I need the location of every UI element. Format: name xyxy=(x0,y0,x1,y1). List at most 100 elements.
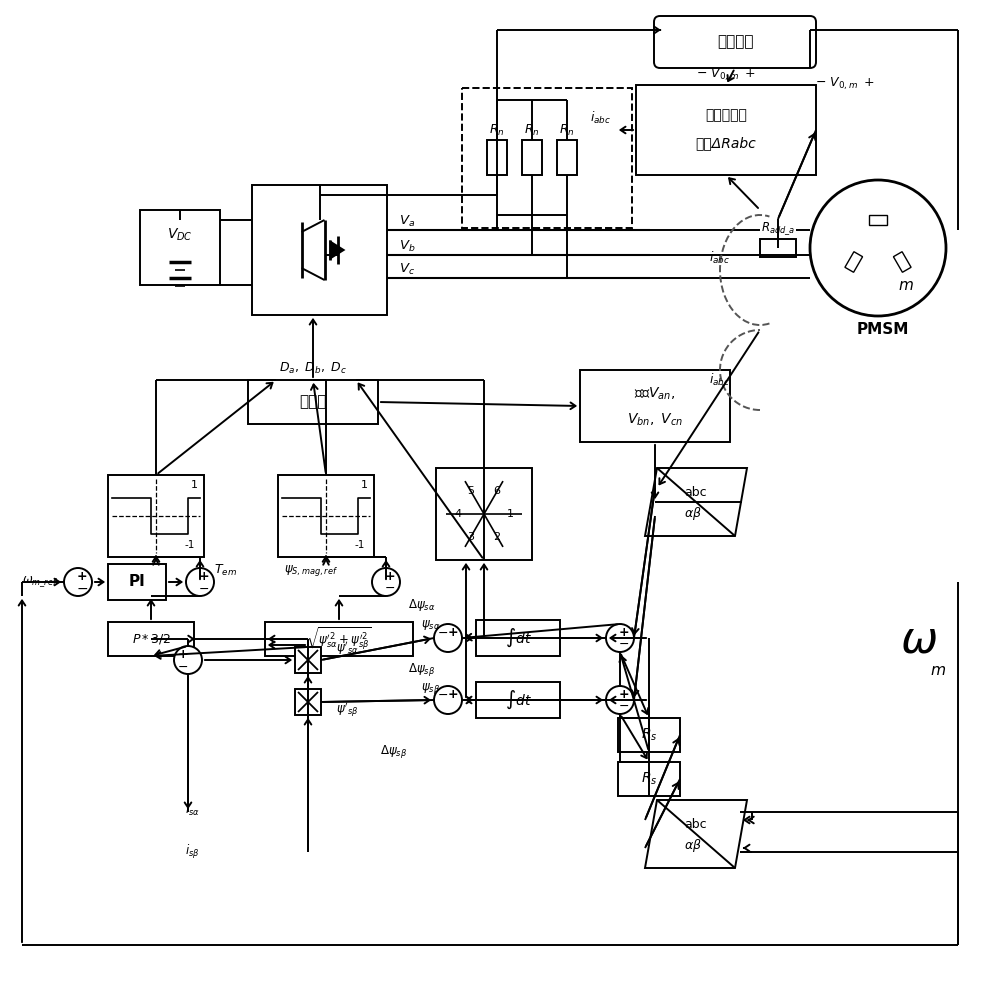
Text: $T_{em}$: $T_{em}$ xyxy=(214,563,237,578)
Text: $\psi_{S,mag,ref}$: $\psi_{S,mag,ref}$ xyxy=(284,563,338,578)
Text: $V_{DC}$: $V_{DC}$ xyxy=(167,227,193,244)
Text: $V_c$: $V_c$ xyxy=(399,261,415,276)
Text: $_{m}$: $_{m}$ xyxy=(930,658,946,678)
Text: $\alpha\beta$: $\alpha\beta$ xyxy=(684,837,702,854)
Circle shape xyxy=(606,686,634,714)
Text: $i_{abc}$: $i_{abc}$ xyxy=(709,372,730,388)
Text: 1: 1 xyxy=(190,480,198,490)
Bar xyxy=(295,689,321,715)
Text: $V_{bn},\ V_{cn}$: $V_{bn},\ V_{cn}$ xyxy=(627,412,683,428)
Text: −: − xyxy=(619,700,629,713)
Bar xyxy=(476,620,560,656)
Bar xyxy=(522,140,542,175)
Text: 3: 3 xyxy=(468,532,475,542)
Text: 开关表: 开关表 xyxy=(299,394,327,409)
Text: 1: 1 xyxy=(507,509,514,519)
Text: abc: abc xyxy=(685,817,707,830)
Text: $P*3/2$: $P*3/2$ xyxy=(132,632,170,646)
Text: $\Delta\psi_{s\alpha}$: $\Delta\psi_{s\alpha}$ xyxy=(408,597,435,613)
Text: +: + xyxy=(199,571,209,584)
Bar xyxy=(108,622,194,656)
Bar xyxy=(265,622,413,656)
Text: $\int dt$: $\int dt$ xyxy=(505,627,531,649)
Polygon shape xyxy=(645,800,747,868)
Text: −: − xyxy=(619,638,629,651)
Polygon shape xyxy=(330,240,346,260)
Text: PI: PI xyxy=(129,575,145,590)
Bar xyxy=(295,647,321,673)
Text: $\psi'_{s\alpha}$: $\psi'_{s\alpha}$ xyxy=(336,640,359,657)
Bar xyxy=(636,85,816,175)
Text: $R_n$: $R_n$ xyxy=(524,123,540,138)
Bar xyxy=(845,251,863,272)
Text: −: − xyxy=(438,627,448,640)
Text: $\psi_{s\beta}$: $\psi_{s\beta}$ xyxy=(421,681,440,696)
Bar xyxy=(108,564,166,600)
Text: $i_{s\alpha}$: $i_{s\alpha}$ xyxy=(185,802,200,818)
Text: $i_{abc}$: $i_{abc}$ xyxy=(709,250,730,266)
Polygon shape xyxy=(645,468,747,536)
FancyBboxPatch shape xyxy=(654,16,816,68)
Bar xyxy=(618,718,680,752)
Bar xyxy=(487,140,507,175)
Text: 4: 4 xyxy=(454,509,462,519)
Bar xyxy=(618,762,680,796)
Bar xyxy=(248,380,378,424)
Text: +: + xyxy=(619,689,629,702)
Text: $-\ V_{0,m}\ +$: $-\ V_{0,m}\ +$ xyxy=(815,76,875,92)
Text: +: + xyxy=(385,571,395,584)
Bar xyxy=(108,475,204,557)
Text: +: + xyxy=(178,649,188,662)
Text: 估算$V_{an},$: 估算$V_{an},$ xyxy=(634,386,676,402)
Bar xyxy=(580,370,730,442)
Text: 6: 6 xyxy=(494,486,501,496)
Circle shape xyxy=(434,624,462,652)
Text: $i_{abc}$: $i_{abc}$ xyxy=(590,110,611,126)
Text: +: + xyxy=(77,571,87,584)
Circle shape xyxy=(810,180,946,316)
Text: +: + xyxy=(619,627,629,640)
Text: $\Delta\psi_{s\beta}$: $\Delta\psi_{s\beta}$ xyxy=(408,662,435,679)
Text: $R_{add\_a}$: $R_{add\_a}$ xyxy=(761,221,795,238)
Text: $\psi_{s\alpha}$: $\psi_{s\alpha}$ xyxy=(421,618,440,632)
Bar xyxy=(436,468,532,560)
Text: -1: -1 xyxy=(355,540,365,550)
Text: $\sqrt{\psi^{\prime 2}_{s\alpha}+\psi^{\prime 2}_{s\beta}}$: $\sqrt{\psi^{\prime 2}_{s\alpha}+\psi^{\… xyxy=(306,626,372,652)
Text: −: − xyxy=(76,582,88,596)
Bar xyxy=(557,140,577,175)
Circle shape xyxy=(174,646,202,674)
Circle shape xyxy=(372,568,400,596)
Bar xyxy=(462,88,632,228)
Text: −: − xyxy=(178,661,188,674)
Text: 1: 1 xyxy=(360,480,368,490)
Text: 5: 5 xyxy=(468,486,475,496)
Bar xyxy=(140,210,220,285)
Text: $V_a$: $V_a$ xyxy=(399,214,415,229)
Text: $\Delta\psi_{s\beta}$: $\Delta\psi_{s\beta}$ xyxy=(380,744,407,760)
Text: $\alpha\beta$: $\alpha\beta$ xyxy=(684,506,702,523)
Text: +: + xyxy=(448,627,458,640)
Text: −: − xyxy=(199,583,209,596)
Text: $R_n$: $R_n$ xyxy=(559,123,575,138)
Text: 估算电阻偏: 估算电阻偏 xyxy=(705,108,747,122)
Text: $R_s$: $R_s$ xyxy=(641,727,657,744)
Circle shape xyxy=(434,686,462,714)
Text: $\omega$: $\omega$ xyxy=(900,619,937,662)
Bar xyxy=(869,215,887,225)
Text: -1: -1 xyxy=(185,540,195,550)
Text: PMSM: PMSM xyxy=(857,322,909,337)
Text: $V_b$: $V_b$ xyxy=(399,239,416,253)
Text: $\psi'_{s\beta}$: $\psi'_{s\beta}$ xyxy=(336,701,358,720)
Text: 2: 2 xyxy=(493,532,501,542)
Text: $-\ V_{0,m}\ +$: $-\ V_{0,m}\ +$ xyxy=(696,67,756,83)
Text: 测量电压: 测量电压 xyxy=(717,35,753,50)
Text: $i_{s\beta}$: $i_{s\beta}$ xyxy=(185,843,200,861)
Bar xyxy=(476,682,560,718)
Text: −: − xyxy=(385,582,395,595)
Bar xyxy=(252,185,387,315)
Bar xyxy=(893,251,911,272)
Text: $\omega_{m\_ref}$: $\omega_{m\_ref}$ xyxy=(22,575,58,590)
Bar xyxy=(278,475,374,557)
Text: $\int dt$: $\int dt$ xyxy=(505,689,531,712)
Text: −: − xyxy=(438,689,448,702)
